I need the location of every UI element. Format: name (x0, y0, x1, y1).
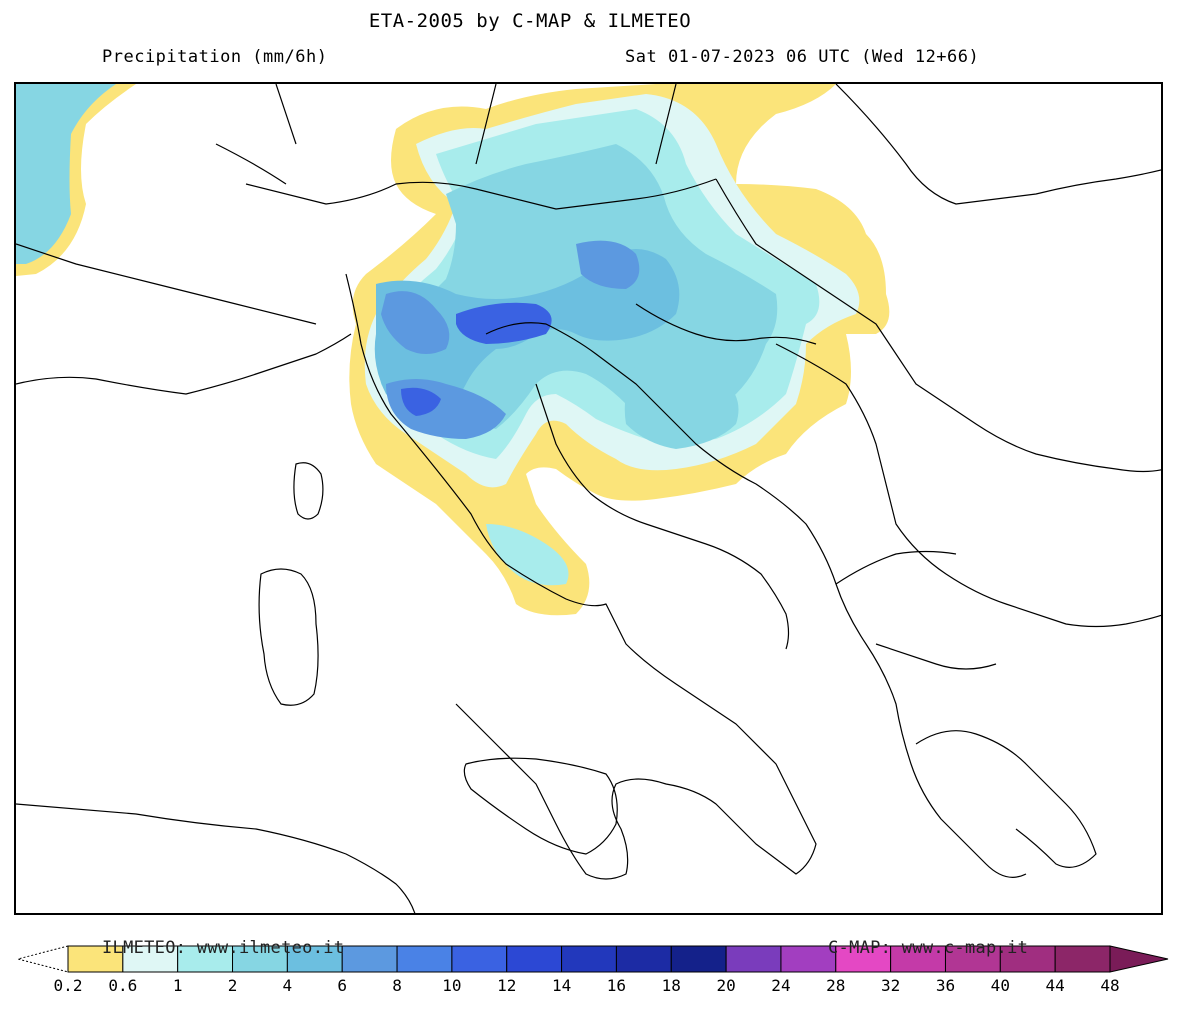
legend-credit-cmap: C-MAP: www.c-map.it (828, 938, 1029, 958)
precip-area-nw (16, 84, 116, 264)
legend-tick-label: 28 (826, 976, 846, 995)
coastlines (16, 84, 1161, 913)
africa-coastline (16, 803, 416, 913)
legend-tick-label: 48 (1100, 976, 1120, 995)
legend-color-box (506, 945, 563, 973)
legend-color-box (890, 945, 946, 973)
precip-cyan-4 (624, 360, 739, 449)
legend-tick-label: 6 (337, 976, 348, 995)
legend-color-box (944, 945, 1001, 973)
corsica-coastline (293, 462, 324, 520)
precip-blue-4 (401, 387, 441, 416)
legend-color-box (1054, 945, 1111, 973)
border-alps-2 (215, 84, 1161, 205)
border-alps (245, 178, 717, 210)
legend-colorbar (16, 945, 1169, 973)
legend-tick-label: 0.2 (53, 976, 83, 995)
greece-coastline (915, 730, 1097, 868)
legend-tick-label: 1 (172, 976, 183, 995)
west-coastline (16, 333, 352, 395)
legend-color-box (122, 945, 179, 973)
legend-tick-label: 14 (551, 976, 572, 995)
legend-tick-label: 36 (935, 976, 956, 995)
product-label: Precipitation (mm/6h) (102, 47, 328, 67)
legend-left-arrow (16, 945, 69, 973)
legend-tick-label: 8 (392, 976, 402, 995)
legend-tick-label: 18 (661, 976, 681, 995)
legend-color-box (341, 945, 398, 973)
legend-color-box (835, 945, 892, 973)
legend-color-box (725, 945, 782, 973)
border-balkans-3 (635, 303, 997, 670)
map-canvas (16, 84, 1161, 913)
precip-blue-5 (576, 240, 640, 289)
legend-tick-label: 44 (1045, 976, 1065, 995)
border-balkans (715, 178, 1161, 473)
legend-tick-label: 12 (497, 976, 517, 995)
legend-color-box (451, 945, 508, 973)
valid-time-label: Sat 01-07-2023 06 UTC (Wed 12+66) (625, 47, 980, 67)
sardinia-coastline (258, 568, 319, 706)
legend-credit-ilmeteo: ILMETEO: www.ilmeteo.it (102, 938, 345, 958)
border-west (16, 243, 317, 325)
legend-tick-label: 24 (771, 976, 791, 995)
sicily-coastline (463, 757, 618, 855)
precip-cyan-5 (486, 524, 569, 586)
legend-tick-label: 32 (880, 976, 901, 995)
precip-blue-2 (456, 302, 552, 344)
chart-title: ETA-2005 by C-MAP & ILMETEO (368, 10, 692, 32)
legend-color-box (561, 945, 617, 973)
legend-color-box (396, 945, 453, 973)
precip-blue-1 (381, 291, 450, 354)
italy-adriatic-coast (535, 383, 790, 650)
legend-color-box (999, 945, 1056, 973)
legend-color-box (670, 945, 727, 973)
legend-tick-label: 2 (227, 976, 238, 995)
legend-right-arrow (1109, 945, 1169, 973)
legend-tick-label: 20 (716, 976, 736, 995)
legend-tick-label: 16 (606, 976, 627, 995)
italy-coastline (345, 273, 817, 880)
balkan-coastline (485, 322, 1027, 878)
legend-tick-label: 0.6 (108, 976, 138, 995)
legend-color-box (615, 945, 672, 973)
color-legend: ILMETEO: www.ilmeteo.it C-MAP: www.c-map… (0, 938, 1200, 1008)
legend-tick-label: 40 (990, 976, 1010, 995)
precipitation-field (16, 84, 890, 616)
precipitation-map (14, 82, 1163, 915)
legend-tick-label: 10 (442, 976, 462, 995)
legend-tick-label: 4 (282, 976, 293, 995)
legend-color-box (232, 945, 288, 973)
border-balkans-2 (775, 343, 1161, 628)
legend-color-box (780, 945, 837, 973)
